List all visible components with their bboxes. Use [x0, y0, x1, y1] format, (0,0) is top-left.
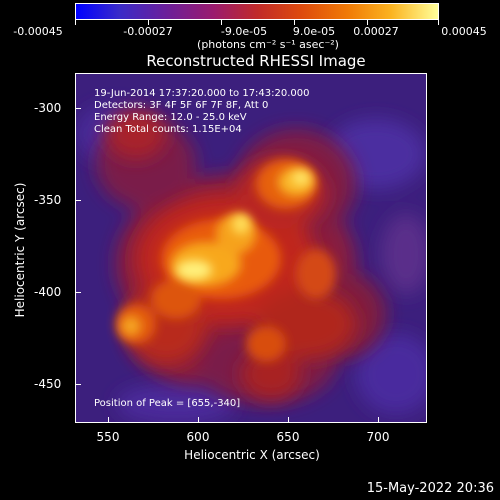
y-tick-label: -350 [34, 193, 62, 207]
x-tick-mark [198, 417, 199, 423]
colorbar-tick [438, 20, 439, 25]
y-axis-label: Heliocentric Y (arcsec) [13, 182, 27, 318]
colorbar-tick [221, 20, 222, 25]
colorbar-tick [367, 20, 368, 25]
annotation-energy-range: Energy Range: 12.0 - 25.0 keV [94, 112, 247, 123]
y-tick-label: -400 [34, 285, 62, 299]
colorbar [75, 3, 439, 20]
y-tick-mark [75, 200, 81, 201]
colorbar-label: 9.0e-05 [292, 25, 336, 38]
image-title: Reconstructed RHESSI Image [146, 52, 366, 70]
x-tick-label: 550 [96, 430, 120, 444]
y-tick-mark [75, 108, 81, 109]
x-tick-label: 650 [276, 430, 300, 444]
colorbar-label: -0.00027 [123, 25, 173, 38]
rhessi-heatmap [76, 74, 426, 422]
x-tick-label: 600 [186, 430, 210, 444]
rhessi-image: 19-Jun-2014 17:37:20.000 to 17:43:20.000… [75, 73, 427, 423]
colorbar-tick [148, 20, 149, 25]
colorbar-label: 0.00045 [441, 25, 487, 38]
colorbar-units: (photons cm⁻² s⁻¹ asec⁻²) [197, 38, 339, 51]
timestamp: 15-May-2022 20:36 [366, 481, 494, 496]
colorbar-label: 0.00027 [353, 25, 399, 38]
y-tick-label: -300 [34, 101, 62, 115]
y-tick-label: -450 [34, 377, 62, 391]
x-tick-label: 700 [366, 430, 390, 444]
colorbar-label: -0.00045 [13, 25, 63, 38]
y-tick-mark [75, 292, 81, 293]
x-tick-mark [378, 417, 379, 423]
y-tick-mark [75, 384, 81, 385]
annotation-detectors: Detectors: 3F 4F 5F 6F 7F 8F, Att 0 [94, 100, 269, 111]
annotation-peak-position: Position of Peak = [655,-340] [94, 398, 241, 409]
annotation-time-range: 19-Jun-2014 17:37:20.000 to 17:43:20.000 [94, 88, 310, 99]
x-axis-label: Heliocentric X (arcsec) [184, 448, 320, 462]
colorbar-tick [294, 20, 295, 25]
colorbar-label: -9.0e-05 [220, 25, 268, 38]
x-tick-mark [288, 417, 289, 423]
colorbar-tick [75, 20, 76, 25]
x-tick-mark [108, 417, 109, 423]
annotation-clean: Clean Total counts: 1.15E+04 [94, 124, 242, 135]
